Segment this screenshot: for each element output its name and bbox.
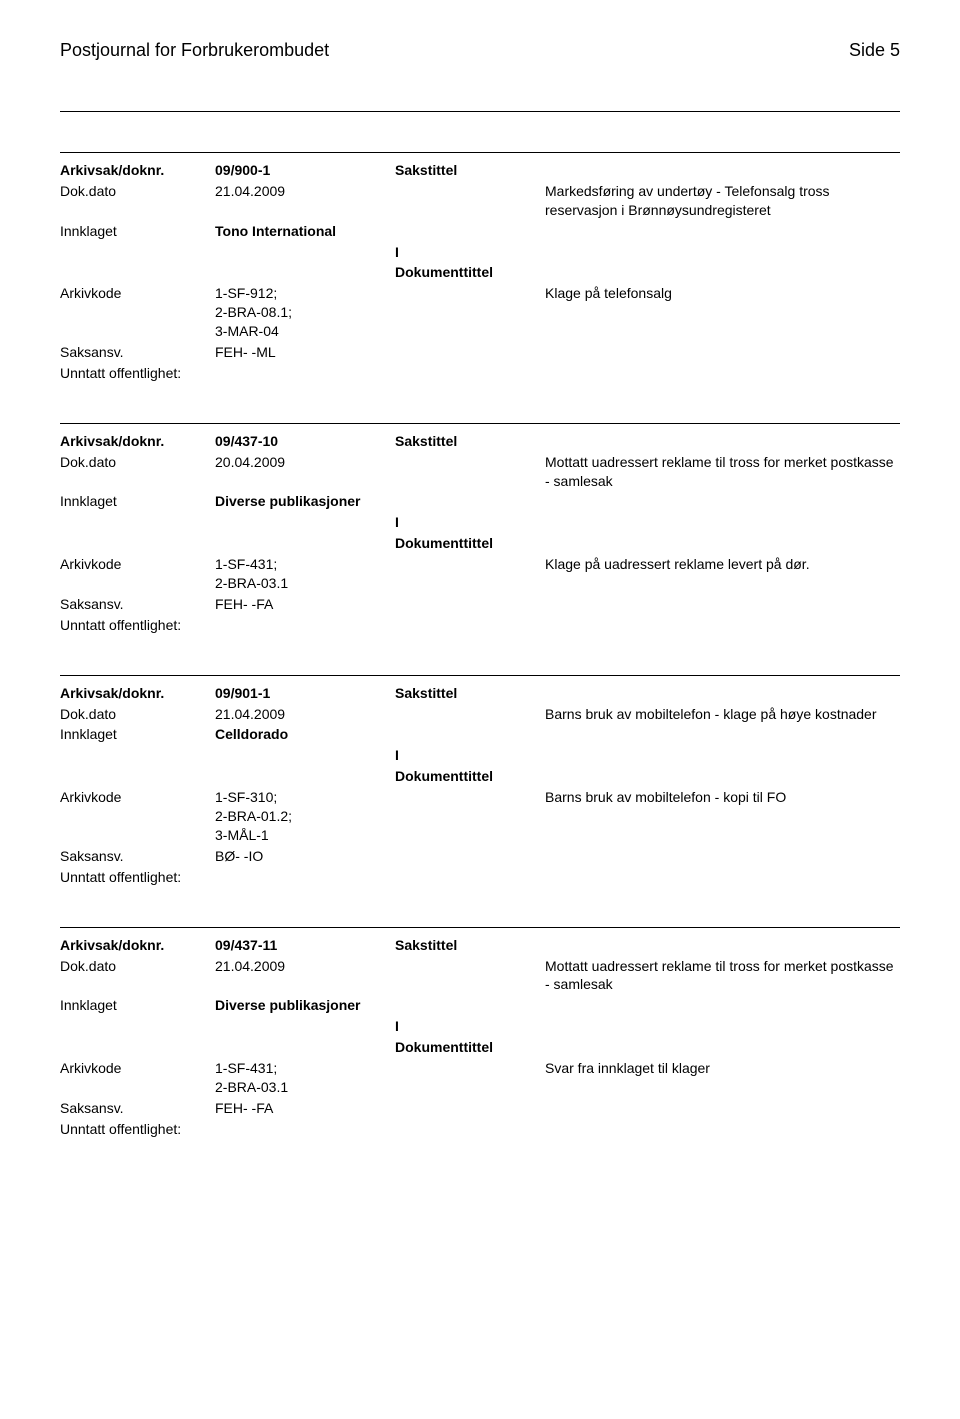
value-io: I	[395, 1017, 545, 1036]
page-header: Postjournal for Forbrukerombudet Side 5	[60, 40, 900, 61]
value-innklaget: Diverse publikasjoner	[215, 996, 395, 1015]
entry-divider	[60, 423, 900, 424]
label-dokdato: Dok.dato	[60, 705, 215, 724]
label-arkivkode: Arkivkode	[60, 284, 215, 303]
value-saksansv: FEH- -FA	[215, 595, 395, 614]
value-io: I	[395, 513, 545, 532]
label-saksansv: Saksansv.	[60, 343, 215, 362]
label-arkivsak: Arkivsak/doknr.	[60, 161, 215, 180]
value-arkivkode: 1-SF-431; 2-BRA-03.1	[215, 555, 395, 593]
value-doknr: 09/900-1	[215, 161, 395, 180]
label-innklaget: Innklaget	[60, 492, 215, 511]
label-sakstittel: Sakstittel	[395, 684, 545, 703]
label-saksansv: Saksansv.	[60, 847, 215, 866]
label-unntatt: Unntatt offentlighet:	[60, 364, 215, 383]
label-arkivsak: Arkivsak/doknr.	[60, 684, 215, 703]
value-arkivkode: 1-SF-431; 2-BRA-03.1	[215, 1059, 395, 1097]
value-doknr: 09/437-11	[215, 936, 395, 955]
value-dokdato: 21.04.2009	[215, 182, 395, 201]
value-innklaget: Diverse publikasjoner	[215, 492, 395, 511]
value-dokumenttittel: Klage på uadressert reklame levert på dø…	[545, 555, 900, 574]
entry-divider	[60, 675, 900, 676]
label-arkivsak: Arkivsak/doknr.	[60, 432, 215, 451]
entries-container: Arkivsak/doknr. 09/900-1 Sakstittel Dok.…	[60, 152, 900, 1139]
label-innklaget: Innklaget	[60, 725, 215, 744]
value-doknr: 09/437-10	[215, 432, 395, 451]
label-innklaget: Innklaget	[60, 222, 215, 241]
label-unntatt: Unntatt offentlighet:	[60, 868, 215, 887]
label-arkivkode: Arkivkode	[60, 788, 215, 807]
value-dokumenttittel: Klage på telefonsalg	[545, 284, 900, 303]
value-dokdato: 21.04.2009	[215, 957, 395, 976]
value-saksansv: BØ- -IO	[215, 847, 395, 866]
value-io: I	[395, 746, 545, 765]
label-dokumenttittel: Dokumenttittel	[395, 263, 545, 282]
value-arkivkode: 1-SF-310; 2-BRA-01.2; 3-MÅL-1	[215, 788, 395, 845]
label-dokdato: Dok.dato	[60, 453, 215, 472]
label-sakstittel: Sakstittel	[395, 432, 545, 451]
value-dokumenttittel: Barns bruk av mobiltelefon - kopi til FO	[545, 788, 900, 807]
value-io: I	[395, 243, 545, 262]
value-saksansv: FEH- -FA	[215, 1099, 395, 1118]
entry-divider	[60, 152, 900, 153]
label-saksansv: Saksansv.	[60, 595, 215, 614]
label-dokdato: Dok.dato	[60, 957, 215, 976]
label-dokumenttittel: Dokumenttittel	[395, 534, 545, 553]
value-dokdato: 20.04.2009	[215, 453, 395, 472]
label-unntatt: Unntatt offentlighet:	[60, 616, 215, 635]
label-arkivkode: Arkivkode	[60, 555, 215, 574]
page-number: Side 5	[849, 40, 900, 61]
value-sakstittel-text: Barns bruk av mobiltelefon - klage på hø…	[545, 705, 900, 724]
journal-entry: Arkivsak/doknr. 09/900-1 Sakstittel Dok.…	[60, 152, 900, 383]
label-unntatt: Unntatt offentlighet:	[60, 1120, 215, 1139]
value-innklaget: Tono International	[215, 222, 395, 241]
entry-divider	[60, 927, 900, 928]
journal-entry: Arkivsak/doknr. 09/901-1 Sakstittel Dok.…	[60, 675, 900, 887]
journal-entry: Arkivsak/doknr. 09/437-11 Sakstittel Dok…	[60, 927, 900, 1139]
value-sakstittel-text: Mottatt uadressert reklame til tross for…	[545, 957, 900, 995]
value-dokumenttittel: Svar fra innklaget til klager	[545, 1059, 900, 1078]
label-dokumenttittel: Dokumenttittel	[395, 1038, 545, 1057]
value-sakstittel-text: Markedsføring av undertøy - Telefonsalg …	[545, 182, 900, 220]
value-dokdato: 21.04.2009	[215, 705, 395, 724]
label-saksansv: Saksansv.	[60, 1099, 215, 1118]
label-dokumenttittel: Dokumenttittel	[395, 767, 545, 786]
label-arkivkode: Arkivkode	[60, 1059, 215, 1078]
label-innklaget: Innklaget	[60, 996, 215, 1015]
label-dokdato: Dok.dato	[60, 182, 215, 201]
value-sakstittel-text: Mottatt uadressert reklame til tross for…	[545, 453, 900, 491]
label-arkivsak: Arkivsak/doknr.	[60, 936, 215, 955]
value-arkivkode: 1-SF-912; 2-BRA-08.1; 3-MAR-04	[215, 284, 395, 341]
value-saksansv: FEH- -ML	[215, 343, 395, 362]
journal-entry: Arkivsak/doknr. 09/437-10 Sakstittel Dok…	[60, 423, 900, 635]
header-divider	[60, 111, 900, 112]
journal-title: Postjournal for Forbrukerombudet	[60, 40, 329, 61]
value-innklaget: Celldorado	[215, 725, 395, 744]
label-sakstittel: Sakstittel	[395, 936, 545, 955]
label-sakstittel: Sakstittel	[395, 161, 545, 180]
value-doknr: 09/901-1	[215, 684, 395, 703]
